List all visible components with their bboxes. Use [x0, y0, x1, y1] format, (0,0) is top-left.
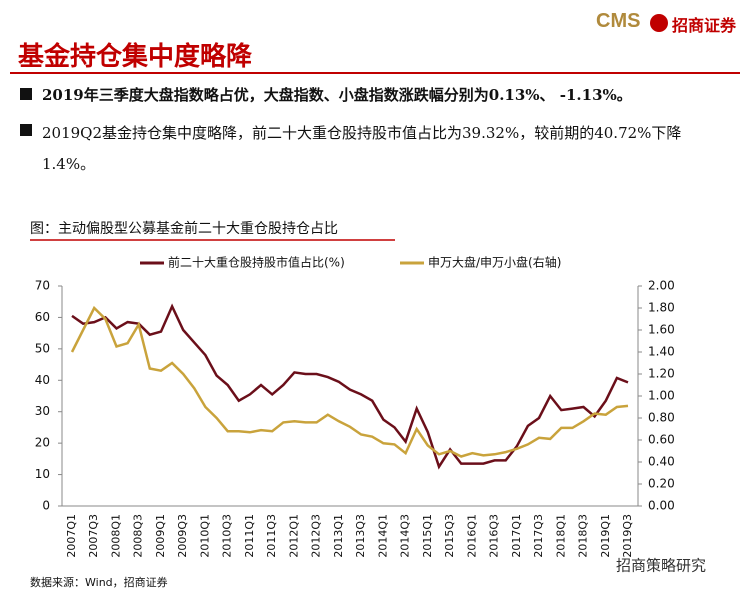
x-tick-label: 2015Q3	[443, 514, 456, 558]
bullet-icon	[20, 88, 32, 100]
x-tick-label: 2009Q3	[176, 514, 189, 558]
logo-icon	[650, 14, 668, 32]
x-tick-label: 2010Q1	[198, 514, 211, 558]
y2-tick-label: 1.20	[648, 367, 675, 381]
x-tick-label: 2018Q3	[577, 514, 590, 558]
title-rule	[10, 72, 740, 74]
x-tick-label: 2009Q1	[154, 514, 167, 558]
y2-tick-label: 0.80	[648, 411, 675, 425]
y2-tick-label: 0.00	[648, 499, 675, 513]
x-tick-label: 2016Q3	[488, 514, 501, 558]
y2-tick-label: 1.00	[648, 389, 675, 403]
series-line	[70, 305, 629, 458]
x-tick-label: 2010Q3	[221, 514, 234, 558]
y-tick-label: 10	[35, 467, 50, 481]
y-tick-label: 0	[42, 499, 50, 513]
y2-tick-label: 1.40	[648, 345, 675, 359]
x-tick-label: 2012Q1	[287, 514, 300, 558]
y-tick-label: 40	[35, 373, 50, 387]
y-tick-label: 20	[35, 436, 50, 450]
y-tick-label: 60	[35, 310, 50, 324]
page-title: 基金持仓集中度略降	[18, 42, 253, 72]
series-line	[71, 303, 629, 470]
x-tick-label: 2017Q3	[532, 514, 545, 558]
x-tick-label: 2011Q3	[265, 514, 278, 558]
x-tick-label: 2019Q1	[599, 514, 612, 558]
source: 数据来源：Wind，招商证券	[30, 575, 168, 589]
x-tick-label: 2018Q1	[554, 514, 567, 558]
x-tick-label: 2014Q1	[376, 514, 389, 558]
x-tick-label: 2013Q3	[354, 514, 367, 558]
legend-label: 申万大盘/申万小盘(右轴)	[428, 255, 561, 270]
y2-tick-label: 0.60	[648, 433, 675, 447]
x-tick-label: 2014Q3	[399, 514, 412, 558]
y-tick-label: 50	[35, 341, 50, 355]
y2-tick-label: 1.60	[648, 323, 675, 337]
watermark: 招商策略研究	[616, 557, 706, 575]
x-tick-label: 2012Q3	[310, 514, 323, 558]
y2-tick-label: 1.80	[648, 301, 675, 315]
x-tick-label: 2008Q3	[132, 514, 145, 558]
x-tick-label: 2015Q1	[421, 514, 434, 558]
x-tick-label: 2007Q3	[87, 514, 100, 558]
x-tick-label: 2007Q1	[65, 514, 78, 558]
y2-tick-label: 0.20	[648, 477, 675, 491]
y2-tick-label: 0.40	[648, 455, 675, 469]
x-tick-label: 2013Q1	[332, 514, 345, 558]
logo-text: 招商证券	[672, 16, 737, 35]
x-tick-label: 2016Q1	[465, 514, 478, 558]
y2-tick-label: 2.00	[648, 279, 675, 293]
bullet: 2019年三季度大盘指数略占优，大盘指数、小盘指数涨跌幅分别为0.13%、 -1…	[42, 86, 632, 104]
y-tick-label: 30	[35, 404, 50, 418]
x-tick-label: 2008Q1	[109, 514, 122, 558]
bullet-icon	[20, 124, 32, 136]
y-tick-label: 70	[35, 279, 50, 293]
brand: CMS	[596, 10, 641, 32]
x-tick-label: 2017Q1	[510, 514, 523, 558]
x-tick-label: 2019Q3	[621, 514, 634, 558]
legend-label: 前二十大重仓股持股市值占比(%)	[168, 255, 345, 270]
chart-title: 图：主动偏股型公募基金前二十大重仓股持仓占比	[30, 220, 338, 237]
x-tick-label: 2011Q1	[243, 514, 256, 558]
bullet: 2019Q2基金持仓集中度略降，前二十大重仓股持股市值占比为39.32%，较前期…	[42, 124, 682, 173]
